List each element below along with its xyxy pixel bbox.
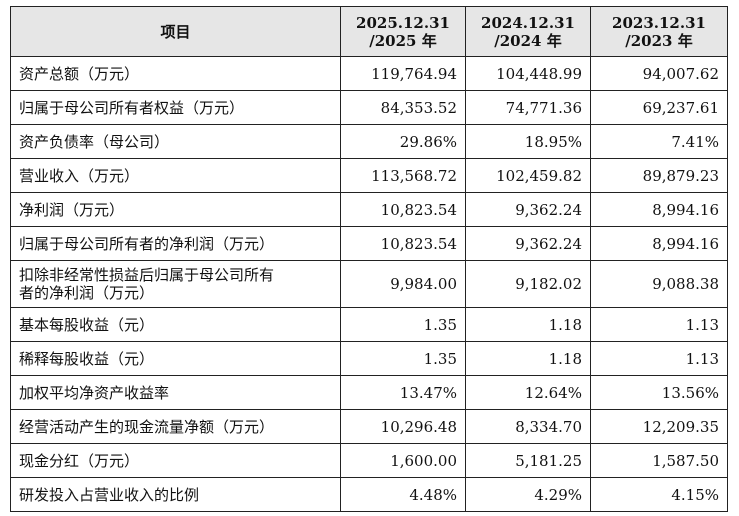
row-label: 归属于母公司所有者的净利润（万元）	[10, 226, 341, 261]
value-cell: 9,362.24	[465, 192, 591, 227]
row-label: 基本每股收益（元）	[10, 307, 341, 342]
row-label: 营业收入（万元）	[10, 158, 341, 193]
financial-table: 项目 2025.12.31/2025 年 2024.12.31/2024 年 2023…	[10, 6, 728, 512]
data-row: 基本每股收益（元） 1.35 1.18 1.13	[10, 307, 728, 342]
cell-line: 净利润（万元）	[19, 200, 125, 219]
value-cell: 12,209.35	[590, 409, 728, 444]
value-cell: 4.15%	[590, 477, 728, 512]
value-cell: 18.95%	[465, 124, 591, 159]
value-cell: 9,182.02	[465, 260, 591, 308]
cell-line: 扣除非经常性损益后归属于母公司所有	[19, 266, 275, 284]
cell-line: 加权平均净资产收益率	[19, 383, 170, 402]
header-cell: 2023.12.31/2023 年	[590, 6, 728, 57]
cell-line: 2023.12.31	[612, 13, 706, 32]
value-cell: 1,587.50	[590, 443, 728, 478]
cell-line: 归属于母公司所有者权益（万元）	[19, 98, 245, 117]
header-cell: 项目	[10, 6, 341, 57]
value-cell: 119,764.94	[340, 56, 466, 91]
value-cell: 7.41%	[590, 124, 728, 159]
value-cell: 69,237.61	[590, 90, 728, 125]
row-label: 现金分红（万元）	[10, 443, 341, 478]
cell-line: 2025.12.31	[356, 13, 450, 32]
value-cell: 9,984.00	[340, 260, 466, 308]
value-cell: 1.18	[465, 341, 591, 376]
data-row: 资产负债率（母公司） 29.86% 18.95% 7.41%	[10, 124, 728, 159]
row-label: 研发投入占营业收入的比例	[10, 477, 341, 512]
value-cell: 10,296.48	[340, 409, 466, 444]
row-label: 资产负债率（母公司）	[10, 124, 341, 159]
header-cell: 2024.12.31/2024 年	[465, 6, 591, 57]
cell-line: 2024.12.31	[481, 13, 575, 32]
cell-line: 基本每股收益（元）	[19, 315, 155, 334]
table-wrapper: 项目 2025.12.31/2025 年 2024.12.31/2024 年 2023…	[10, 6, 728, 512]
row-label: 加权平均净资产收益率	[10, 375, 341, 410]
row-label: 经营活动产生的现金流量净额（万元）	[10, 409, 341, 444]
data-row: 加权平均净资产收益率 13.47% 12.64% 13.56%	[10, 375, 728, 410]
value-cell: 10,823.54	[340, 192, 466, 227]
value-cell: 1,600.00	[340, 443, 466, 478]
value-cell: 8,994.16	[590, 226, 728, 261]
cell-line: /2023 年	[625, 31, 693, 50]
row-label: 净利润（万元）	[10, 192, 341, 227]
cell-line: 稀释每股收益（元）	[19, 349, 155, 368]
data-row: 归属于母公司所有者权益（万元） 84,353.52 74,771.36 69,237.…	[10, 90, 728, 125]
value-cell: 84,353.52	[340, 90, 466, 125]
value-cell: 9,088.38	[590, 260, 728, 308]
cell-line: /2024 年	[494, 31, 562, 50]
row-label: 资产总额（万元）	[10, 56, 341, 91]
value-cell: 10,823.54	[340, 226, 466, 261]
value-cell: 8,994.16	[590, 192, 728, 227]
cell-line: 资产总额（万元）	[19, 64, 140, 83]
value-cell: 13.47%	[340, 375, 466, 410]
data-row: 稀释每股收益（元） 1.35 1.18 1.13	[10, 341, 728, 376]
cell-line: 归属于母公司所有者的净利润（万元）	[19, 234, 275, 253]
value-cell: 89,879.23	[590, 158, 728, 193]
value-cell: 13.56%	[590, 375, 728, 410]
value-cell: 104,448.99	[465, 56, 591, 91]
cell-line: 项目	[160, 22, 191, 41]
value-cell: 8,334.70	[465, 409, 591, 444]
table-body: 资产总额（万元） 119,764.94 104,448.99 94,007.62 归属于…	[10, 56, 728, 512]
cell-line: 现金分红（万元）	[19, 451, 140, 470]
value-cell: 1.13	[590, 341, 728, 376]
value-cell: 113,568.72	[340, 158, 466, 193]
value-cell: 5,181.25	[465, 443, 591, 478]
header-cell: 2025.12.31/2025 年	[340, 6, 466, 57]
data-row: 营业收入（万元） 113,568.72 102,459.82 89,879.23	[10, 158, 728, 193]
value-cell: 1.18	[465, 307, 591, 342]
value-cell: 29.86%	[340, 124, 466, 159]
cell-line: /2025 年	[369, 31, 437, 50]
value-cell: 4.29%	[465, 477, 591, 512]
cell-line: 经营活动产生的现金流量净额（万元）	[19, 417, 275, 436]
value-cell: 94,007.62	[590, 56, 728, 91]
data-row: 资产总额（万元） 119,764.94 104,448.99 94,007.62	[10, 56, 728, 91]
data-row: 研发投入占营业收入的比例 4.48% 4.29% 4.15%	[10, 477, 728, 512]
value-cell: 4.48%	[340, 477, 466, 512]
row-label: 稀释每股收益（元）	[10, 341, 341, 376]
value-cell: 1.35	[340, 307, 466, 342]
data-row: 现金分红（万元） 1,600.00 5,181.25 1,587.50	[10, 443, 728, 478]
value-cell: 12.64%	[465, 375, 591, 410]
row-label: 扣除非经常性损益后归属于母公司所有 者的净利润（万元）	[10, 260, 341, 308]
value-cell: 102,459.82	[465, 158, 591, 193]
value-cell: 1.13	[590, 307, 728, 342]
data-row: 净利润（万元） 10,823.54 9,362.24 8,994.16	[10, 192, 728, 227]
value-cell: 74,771.36	[465, 90, 591, 125]
data-row: 归属于母公司所有者的净利润（万元） 10,823.54 9,362.24 8,994.…	[10, 226, 728, 261]
cell-line: 资产负债率（母公司）	[19, 132, 170, 151]
value-cell: 9,362.24	[465, 226, 591, 261]
header-row: 项目 2025.12.31/2025 年 2024.12.31/2024 年 2023…	[10, 6, 728, 57]
data-row: 经营活动产生的现金流量净额（万元） 10,296.48 8,334.70 12,209…	[10, 409, 728, 444]
value-cell: 1.35	[340, 341, 466, 376]
cell-line: 者的净利润（万元）	[19, 284, 155, 302]
cell-line: 研发投入占营业收入的比例	[19, 485, 200, 504]
data-row: 扣除非经常性损益后归属于母公司所有 者的净利润（万元） 9,984.00 9,182.…	[10, 260, 728, 308]
cell-line: 营业收入（万元）	[19, 166, 140, 185]
row-label: 归属于母公司所有者权益（万元）	[10, 90, 341, 125]
